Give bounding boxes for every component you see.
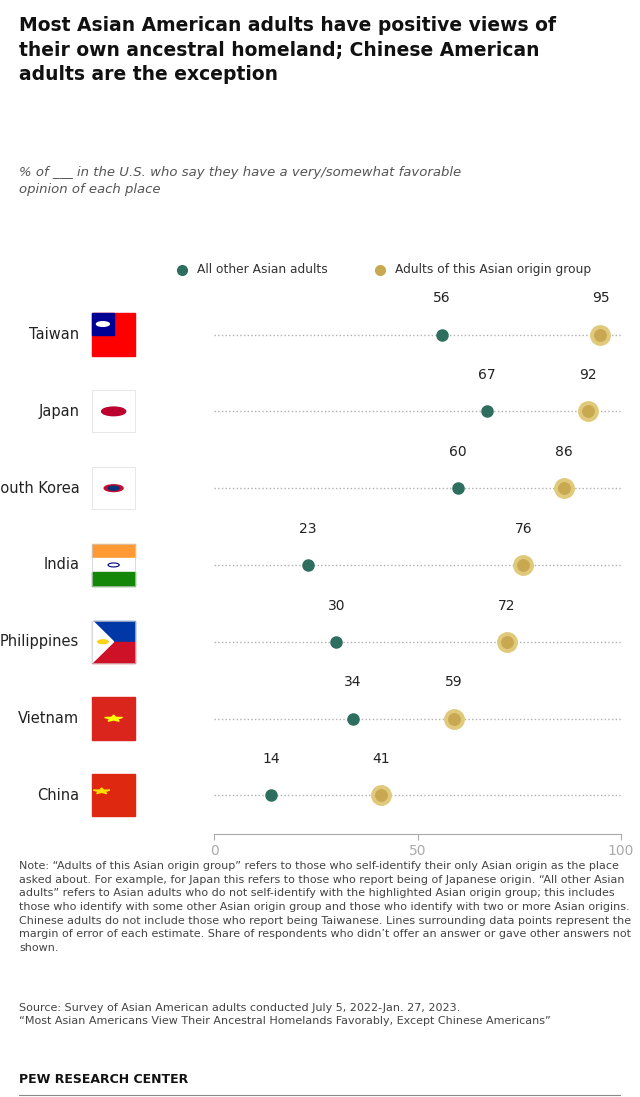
Bar	[92, 391, 135, 432]
Text: 72: 72	[499, 599, 516, 612]
Bar	[92, 467, 135, 509]
Text: 56: 56	[433, 292, 451, 305]
Text: 60: 60	[449, 445, 467, 459]
Text: Japan: Japan	[38, 404, 79, 419]
Bar	[92, 621, 135, 663]
Bar	[92, 558, 135, 572]
Text: 30: 30	[328, 599, 345, 612]
Bar	[92, 621, 135, 642]
Text: Taiwan: Taiwan	[29, 327, 79, 342]
Bar	[92, 314, 114, 335]
Text: All other Asian adults: All other Asian adults	[196, 263, 328, 276]
Polygon shape	[93, 788, 110, 793]
Text: Note: “Adults of this Asian origin group” refers to those who self-identify thei: Note: “Adults of this Asian origin group…	[19, 861, 631, 953]
Text: 86: 86	[555, 445, 573, 459]
Circle shape	[108, 486, 119, 490]
Bar	[92, 544, 135, 586]
Text: Adults of this Asian origin group: Adults of this Asian origin group	[395, 263, 591, 276]
Bar	[92, 698, 135, 739]
Text: 41: 41	[372, 753, 390, 766]
Bar	[92, 774, 135, 816]
Text: 14: 14	[262, 753, 280, 766]
Circle shape	[98, 640, 108, 644]
Text: Vietnam: Vietnam	[18, 711, 79, 726]
Text: Philippines: Philippines	[0, 634, 79, 649]
Text: Most Asian American adults have positive views of
their own ancestral homeland; : Most Asian American adults have positive…	[19, 16, 556, 84]
Bar	[92, 642, 135, 663]
Text: China: China	[37, 788, 79, 803]
Polygon shape	[105, 715, 123, 721]
Circle shape	[97, 321, 109, 326]
Text: 59: 59	[445, 676, 463, 689]
Text: PEW RESEARCH CENTER: PEW RESEARCH CENTER	[19, 1073, 188, 1086]
Text: Source: Survey of Asian American adults conducted July 5, 2022-Jan. 27, 2023.
“M: Source: Survey of Asian American adults …	[19, 1003, 551, 1027]
Text: % of ___ in the U.S. who say they have a very/somewhat favorable
opinion of each: % of ___ in the U.S. who say they have a…	[19, 167, 461, 195]
Text: South Korea: South Korea	[0, 480, 79, 496]
Circle shape	[104, 485, 123, 491]
Text: 67: 67	[478, 369, 495, 382]
Text: 23: 23	[299, 522, 317, 535]
Text: 76: 76	[515, 522, 532, 535]
Text: 95: 95	[591, 292, 609, 305]
Circle shape	[102, 407, 125, 416]
Bar	[92, 544, 135, 558]
Text: 92: 92	[579, 369, 597, 382]
Bar	[92, 314, 135, 355]
Bar	[92, 572, 135, 586]
Polygon shape	[92, 621, 114, 663]
Text: 34: 34	[344, 676, 362, 689]
Text: India: India	[44, 557, 79, 573]
